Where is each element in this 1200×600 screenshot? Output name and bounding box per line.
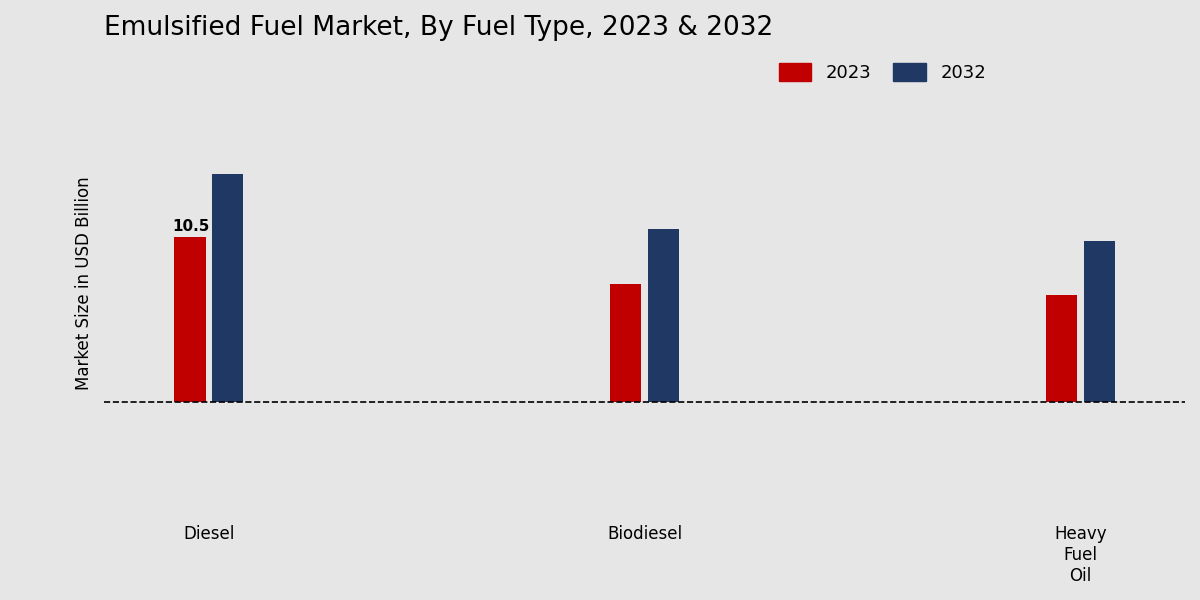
Bar	[648, 229, 679, 401]
Y-axis label: Market Size in USD Billion: Market Size in USD Billion	[74, 177, 94, 391]
Bar	[212, 173, 244, 401]
Bar	[610, 284, 642, 401]
Text: 10.5: 10.5	[173, 219, 210, 234]
Legend: 2023, 2032: 2023, 2032	[772, 56, 994, 89]
Bar	[1084, 241, 1115, 401]
Bar	[1046, 295, 1078, 401]
Text: Emulsified Fuel Market, By Fuel Type, 2023 & 2032: Emulsified Fuel Market, By Fuel Type, 20…	[104, 15, 773, 41]
Bar	[174, 236, 205, 401]
